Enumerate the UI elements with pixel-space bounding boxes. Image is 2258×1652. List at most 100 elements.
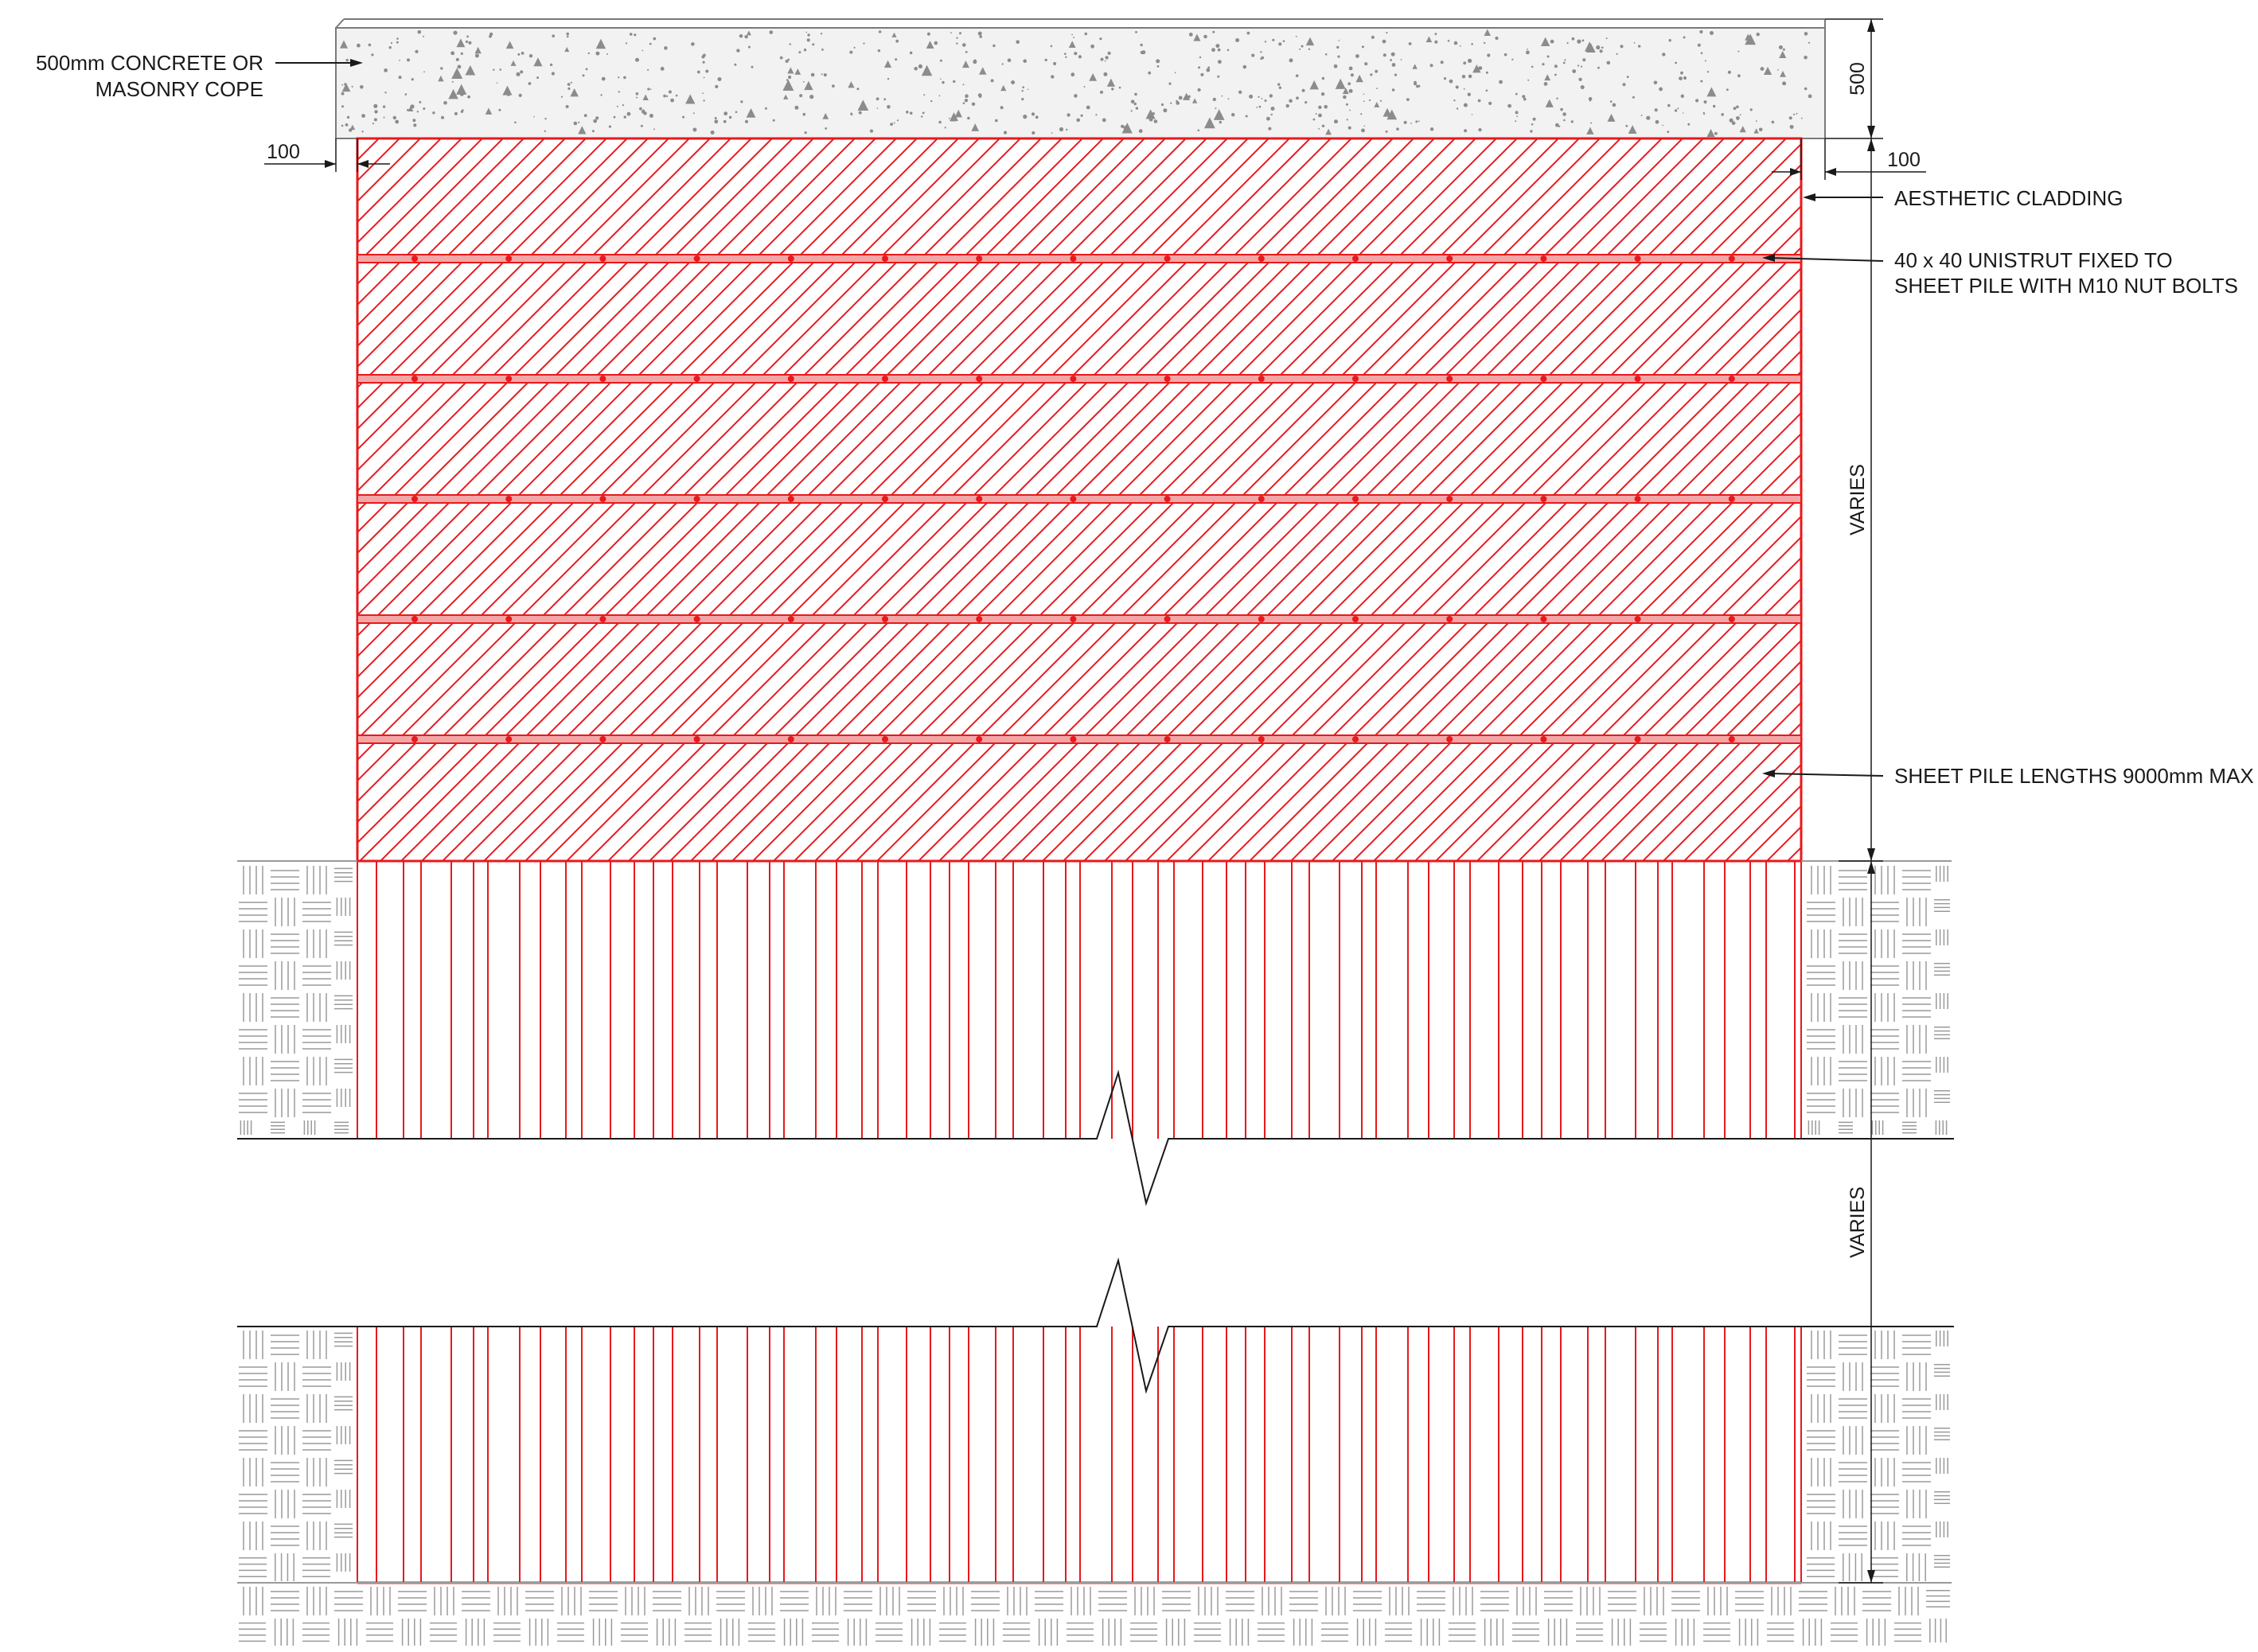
concrete-aggregate — [514, 121, 517, 124]
concrete-aggregate — [1342, 88, 1349, 95]
soil-hatch-cell — [497, 1587, 518, 1615]
concrete-aggregate — [876, 97, 879, 101]
concrete-aggregate — [451, 80, 454, 83]
concrete-aggregate — [412, 119, 416, 123]
concrete-aggregate — [357, 43, 361, 48]
unistrut-rail — [357, 614, 1802, 624]
concrete-aggregate — [1700, 52, 1703, 54]
concrete-aggregate — [1007, 58, 1012, 63]
soil-hatch-cell — [306, 1057, 327, 1085]
concrete-aggregate — [1343, 95, 1347, 99]
soil-hatch-cell — [1807, 965, 1835, 986]
concrete-aggregate — [717, 77, 722, 81]
concrete-aggregate — [822, 112, 829, 119]
soil-hatch-cell — [271, 933, 299, 954]
concrete-aggregate — [1531, 123, 1534, 126]
concrete-aggregate — [360, 85, 364, 89]
concrete-aggregate — [1434, 33, 1437, 36]
concrete-aggregate — [675, 94, 678, 97]
concrete-aggregate — [1590, 122, 1593, 124]
concrete-aggregate — [1788, 116, 1792, 120]
bolt-icon — [693, 376, 700, 382]
concrete-aggregate — [782, 80, 794, 92]
concrete-aggregate — [371, 53, 374, 56]
soil-hatch-cell — [1802, 1619, 1823, 1646]
concrete-aggregate — [973, 59, 977, 62]
soil-hatch-cell — [271, 1398, 299, 1419]
soil-hatch-cell — [1512, 1622, 1539, 1642]
soil-hatch-cell — [939, 1622, 966, 1642]
concrete-aggregate — [1782, 48, 1785, 51]
concrete-aggregate — [1130, 110, 1133, 112]
soil-hatch-cell — [334, 1591, 363, 1611]
soil-hatch-cell — [1935, 1120, 1948, 1135]
concrete-aggregate — [1071, 33, 1073, 36]
soil-hatch-cell — [1843, 898, 1863, 926]
concrete-aggregate — [1682, 112, 1684, 114]
soil-hatch-cell — [1194, 1622, 1221, 1642]
soil-hatch-cell — [1898, 1587, 1919, 1615]
concrete-aggregate — [1737, 50, 1740, 53]
concrete-aggregate — [1554, 73, 1557, 76]
concrete-aggregate — [1726, 88, 1729, 92]
bolt-icon — [1070, 616, 1077, 622]
concrete-aggregate — [392, 115, 396, 120]
sheet-pile-label: SHEET PILE LENGTHS 9000mm MAX — [1894, 764, 2254, 788]
soil-hatch-cell — [275, 961, 295, 990]
concrete-aggregate — [533, 115, 535, 118]
concrete-aggregate — [1212, 97, 1217, 102]
concrete-aggregate — [1804, 55, 1808, 60]
bolt-icon — [1540, 496, 1547, 502]
concrete-aggregate — [1080, 114, 1083, 117]
concrete-aggregate — [1268, 127, 1272, 131]
concrete-aggregate — [1391, 88, 1395, 92]
soil-hatch-cell — [271, 1121, 285, 1134]
soil-hatch-cell — [240, 1120, 252, 1135]
concrete-aggregate — [967, 116, 970, 120]
concrete-aggregate — [1562, 112, 1566, 116]
soil-hatch-cell — [1906, 1025, 1927, 1054]
concrete-aggregate — [1272, 38, 1275, 41]
concrete-aggregate — [1488, 101, 1492, 105]
concrete-aggregate — [1337, 55, 1340, 58]
soil-hatch-cell — [1165, 1619, 1186, 1646]
concrete-aggregate — [1295, 35, 1297, 37]
concrete-aggregate — [1704, 60, 1706, 62]
soil-hatch-cell — [525, 1591, 554, 1611]
concrete-aggregate — [942, 80, 945, 84]
concrete-aggregate — [1349, 109, 1351, 111]
soil-hatch-cell — [780, 1591, 809, 1611]
concrete-aggregate — [1808, 94, 1812, 99]
concrete-aggregate — [895, 58, 898, 61]
concrete-aggregate — [1727, 70, 1731, 74]
bolt-icon — [787, 376, 794, 382]
concrete-aggregate — [971, 102, 976, 106]
concrete-aggregate — [1760, 67, 1765, 71]
concrete-aggregate — [1217, 75, 1220, 78]
concrete-aggregate — [769, 30, 774, 34]
concrete-aggregate — [1382, 39, 1386, 44]
soil-hatch-cell — [907, 1591, 936, 1611]
soil-hatch-cell — [1611, 1619, 1632, 1646]
concrete-aggregate — [979, 67, 987, 75]
concrete-aggregate — [1059, 127, 1064, 132]
concrete-aggregate — [660, 67, 665, 71]
concrete-aggregate — [670, 98, 674, 103]
soil-hatch-cell — [1480, 1591, 1509, 1611]
concrete-aggregate — [1472, 64, 1481, 73]
concrete-aggregate — [622, 104, 625, 107]
soil-hatch-cell — [1707, 1587, 1728, 1615]
concrete-aggregate — [1668, 39, 1671, 42]
soil-hatch-cell — [1906, 1553, 1926, 1581]
concrete-aggregate — [635, 92, 639, 95]
concrete-aggregate — [1156, 59, 1160, 64]
soil-hatch-cell — [1811, 929, 1831, 958]
concrete-aggregate — [918, 64, 922, 68]
soil-hatch-cell — [1902, 1398, 1931, 1419]
soil-hatch-cell — [302, 1029, 331, 1050]
concrete-aggregate — [1471, 114, 1473, 115]
concrete-aggregate — [1414, 80, 1417, 84]
concrete-aggregate — [520, 70, 524, 74]
concrete-aggregate — [1580, 85, 1585, 90]
